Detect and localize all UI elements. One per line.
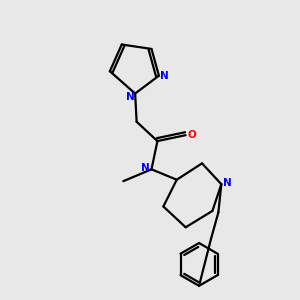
Text: N: N [224, 178, 232, 188]
Text: N: N [141, 163, 149, 173]
Text: O: O [188, 130, 197, 140]
Text: N: N [126, 92, 135, 101]
Text: N: N [160, 71, 169, 81]
